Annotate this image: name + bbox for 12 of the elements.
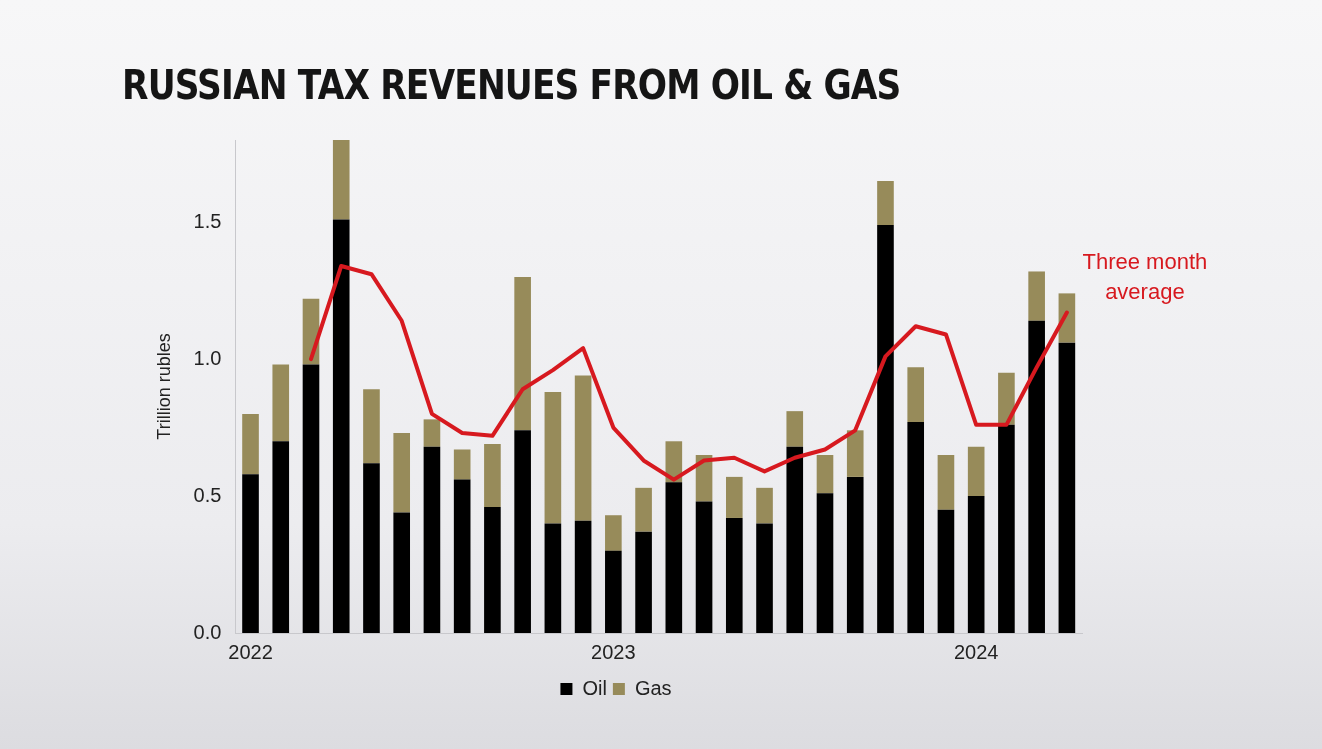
y-tick-label: 0.5 — [193, 483, 222, 506]
series-label: Three month average — [1082, 248, 1208, 304]
legend-label: Gas — [634, 676, 672, 699]
x-tick-label: 2023 — [591, 640, 636, 663]
y-tick-label: 1.5 — [193, 209, 222, 232]
legend-label: Oil — [582, 676, 607, 699]
y-tick-label: 1.0 — [193, 346, 222, 369]
y-axis-title: Trillion rubles — [153, 333, 174, 440]
chart-title: RUSSIAN TAX REVENUES FROM OIL & GAS — [122, 62, 901, 108]
x-tick-label: 2022 — [228, 640, 273, 663]
y-tick-label: 0.0 — [193, 620, 222, 643]
x-tick-label: 2024 — [953, 640, 999, 663]
